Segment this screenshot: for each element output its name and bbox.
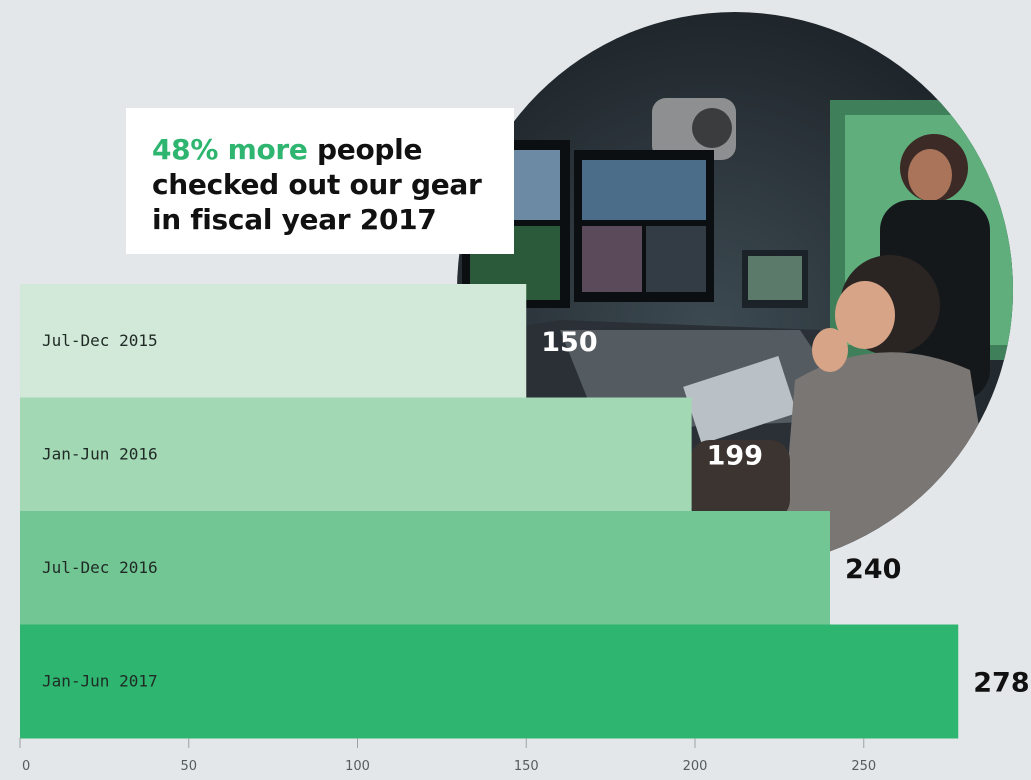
headline-text: people checked out our gear in fiscal year… xyxy=(152,133,482,236)
bar-value-label: 150 xyxy=(541,327,597,358)
bar-category-label: Jan-Jun 2017 xyxy=(42,671,158,690)
bar-value-label: 278 xyxy=(973,667,1029,698)
headline-highlight: 48% more xyxy=(152,133,308,166)
bar-category-label: Jul-Dec 2015 xyxy=(42,331,158,350)
headline-box: 48% more people checked out our gear in fi… xyxy=(126,108,514,254)
bar-category-label: Jul-Dec 2016 xyxy=(42,558,158,577)
x-tick-label: 200 xyxy=(683,759,708,774)
x-tick-label: 0 xyxy=(22,759,30,774)
bar-4 xyxy=(20,624,959,739)
bar-value-label: 199 xyxy=(707,440,763,471)
bar-2 xyxy=(20,397,692,512)
x-tick-label: 100 xyxy=(345,759,370,774)
bars-layer: Jul-Dec 2015 150 Jan-Jun 2016 199 Jul-Dec 20… xyxy=(20,284,1030,739)
bar-value-label: 240 xyxy=(845,554,901,585)
x-tick-label: 50 xyxy=(180,759,197,774)
x-axis: 0 50 100 150 200 250 xyxy=(19,738,876,774)
headline: 48% more people checked out our gear in fi… xyxy=(152,132,482,237)
x-tick-label: 250 xyxy=(851,759,876,774)
bar-3 xyxy=(20,511,830,625)
bar-category-label: Jan-Jun 2016 xyxy=(42,444,158,463)
x-tick-label: 150 xyxy=(514,759,539,774)
bar-1 xyxy=(20,284,527,398)
